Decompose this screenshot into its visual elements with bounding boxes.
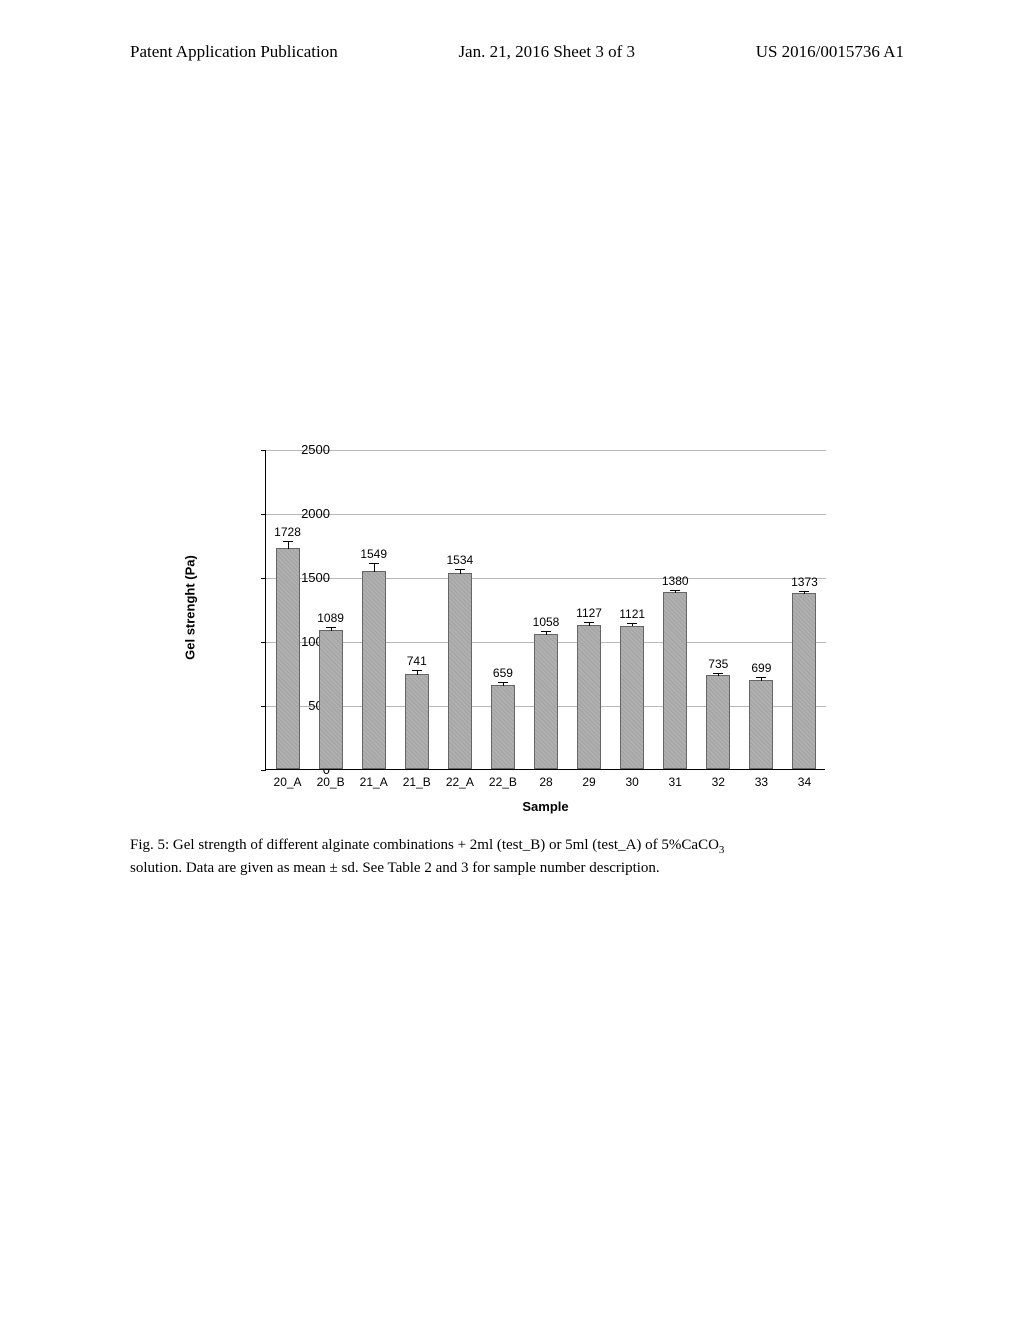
bar-value-label: 1380 <box>662 574 689 588</box>
error-cap <box>326 627 336 628</box>
x-tick-label: 21_A <box>360 775 388 789</box>
x-tick-label: 29 <box>582 775 595 789</box>
bar <box>276 548 300 769</box>
bar <box>706 675 730 769</box>
bar <box>319 630 343 769</box>
x-tick-label: 20_A <box>274 775 302 789</box>
gridline <box>266 578 826 579</box>
bar <box>577 625 601 769</box>
gel-strength-chart: Gel strenght (Pa) Sample 050010001500200… <box>195 440 835 820</box>
y-tick <box>261 642 266 643</box>
bar-value-label: 735 <box>708 657 728 671</box>
y-tick <box>261 514 266 515</box>
y-tick <box>261 578 266 579</box>
bar-value-label: 1728 <box>274 525 301 539</box>
x-tick-label: 22_B <box>489 775 517 789</box>
error-cap <box>412 670 422 671</box>
error-cap <box>455 569 465 570</box>
x-tick-label: 30 <box>625 775 638 789</box>
x-axis-label: Sample <box>522 799 568 814</box>
page-header: Patent Application Publication Jan. 21, … <box>0 0 1024 62</box>
bar <box>448 573 472 769</box>
x-tick-label: 20_B <box>317 775 345 789</box>
error-cap <box>799 591 809 592</box>
gridline <box>266 450 826 451</box>
bar <box>405 674 429 769</box>
x-tick-label: 22_A <box>446 775 474 789</box>
bar-value-label: 741 <box>407 654 427 668</box>
bar-value-label: 699 <box>751 661 771 675</box>
x-tick-label: 28 <box>539 775 552 789</box>
bar-value-label: 1373 <box>791 575 818 589</box>
caption-prefix: Fig. 5: Gel strength of different algina… <box>130 837 719 853</box>
caption-suffix: solution. Data are given as mean ± sd. S… <box>130 860 660 876</box>
x-tick-label: 33 <box>755 775 768 789</box>
y-tick <box>261 450 266 451</box>
bar <box>534 634 558 769</box>
error-cap <box>670 590 680 591</box>
error-cap <box>584 622 594 623</box>
error-cap <box>498 682 508 683</box>
bar <box>620 626 644 769</box>
error-cap <box>756 677 766 678</box>
bar <box>663 592 687 769</box>
header-left: Patent Application Publication <box>130 42 338 62</box>
error-bar <box>288 541 289 549</box>
y-tick <box>261 706 266 707</box>
bar <box>749 680 773 769</box>
header-right: US 2016/0015736 A1 <box>756 42 904 62</box>
x-tick-label: 21_B <box>403 775 431 789</box>
x-tick-label: 34 <box>798 775 811 789</box>
bar-value-label: 1089 <box>317 611 344 625</box>
caption-subscript: 3 <box>719 844 725 856</box>
x-tick-label: 32 <box>712 775 725 789</box>
error-cap <box>541 631 551 632</box>
bar-value-label: 1127 <box>576 606 602 620</box>
error-cap <box>283 541 293 542</box>
error-cap <box>369 563 379 564</box>
gridline <box>266 514 826 515</box>
plot-area: Sample 05001000150020002500172820_A10892… <box>265 450 825 770</box>
y-tick-label: 2000 <box>280 506 330 521</box>
x-tick-label: 31 <box>669 775 682 789</box>
y-tick-label: 2500 <box>280 442 330 457</box>
bar-value-label: 659 <box>493 666 513 680</box>
error-cap <box>627 623 637 624</box>
bar-value-label: 1549 <box>360 547 387 561</box>
bar-value-label: 1058 <box>533 615 560 629</box>
header-center: Jan. 21, 2016 Sheet 3 of 3 <box>458 42 635 62</box>
bar-value-label: 1121 <box>619 607 645 621</box>
bar <box>491 685 515 769</box>
bar <box>792 593 816 769</box>
figure-caption: Fig. 5: Gel strength of different algina… <box>130 835 770 878</box>
error-bar <box>374 563 375 572</box>
y-tick <box>261 770 266 771</box>
error-cap <box>713 673 723 674</box>
bar-value-label: 1534 <box>446 553 473 567</box>
bar <box>362 571 386 769</box>
y-axis-label: Gel strenght (Pa) <box>183 555 198 660</box>
